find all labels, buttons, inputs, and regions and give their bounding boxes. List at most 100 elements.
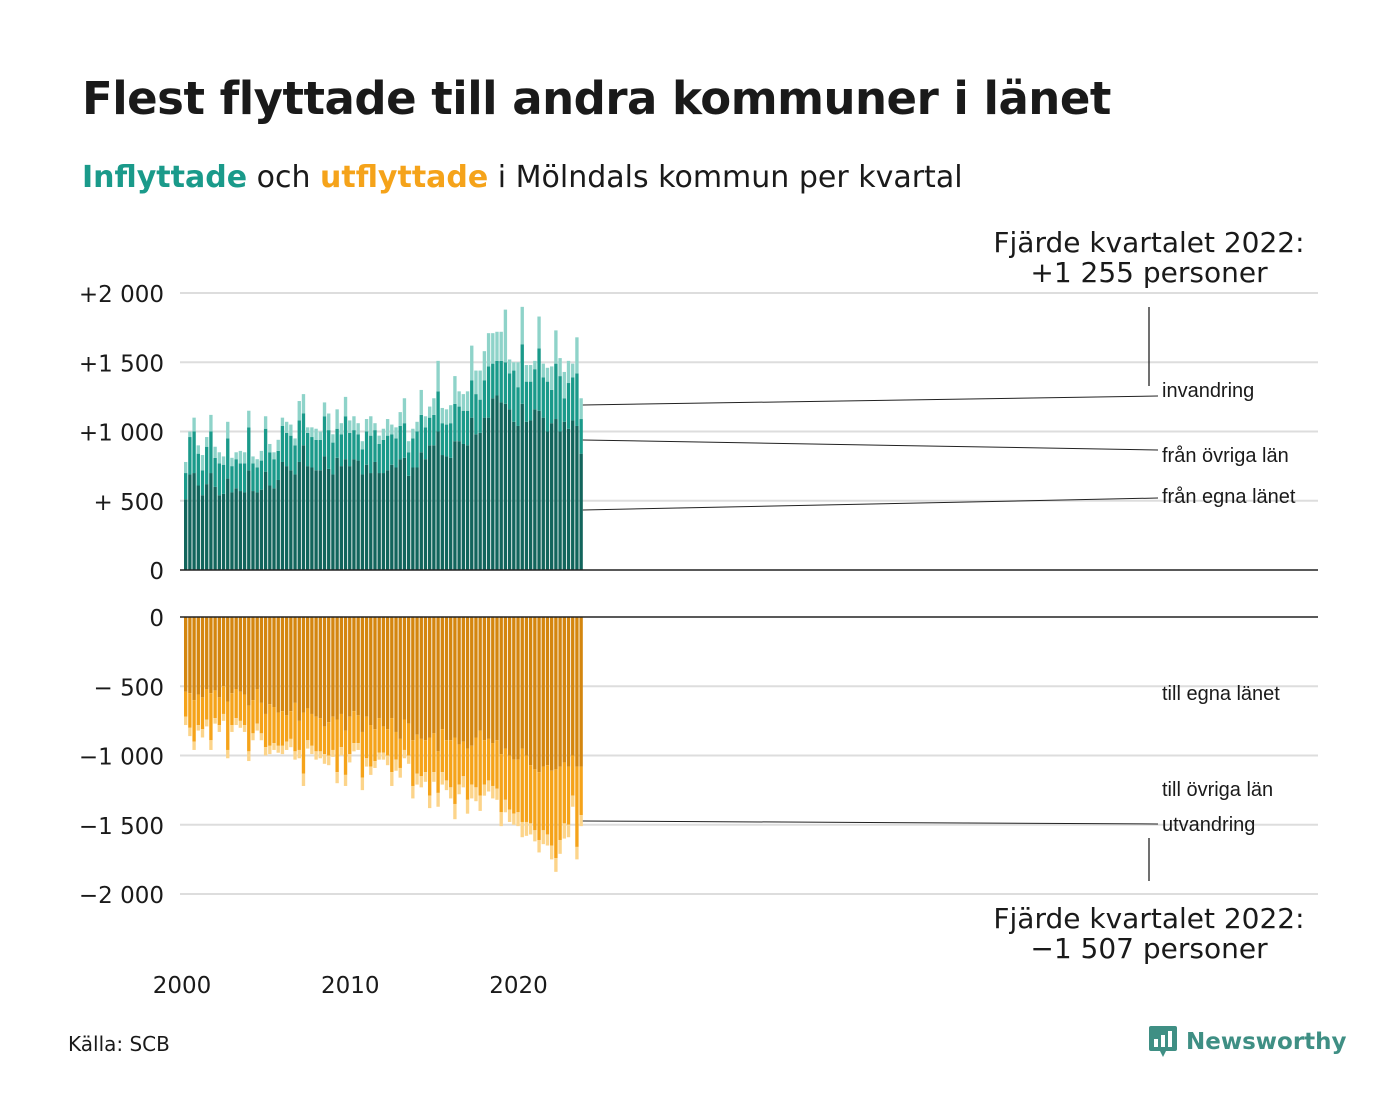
bar-out-2: [537, 772, 541, 840]
bar-out-3: [327, 755, 331, 766]
bar-out-1: [436, 617, 440, 752]
bar-out-1: [318, 617, 322, 719]
y-tick-label-bottom: 0: [149, 606, 164, 632]
bar-in-3: [226, 421, 230, 439]
bar-out-1: [221, 617, 226, 687]
bar-in-2: [272, 459, 276, 489]
bar-out-3: [230, 725, 234, 732]
bar-in-2: [524, 381, 529, 422]
bar-out-2: [507, 755, 512, 810]
bar-out-1: [306, 617, 310, 709]
bar-in-3: [284, 421, 289, 433]
bar-in-3: [470, 345, 474, 381]
bar-out-1: [377, 617, 381, 719]
bar-out-1: [373, 617, 377, 730]
bar-in-3: [499, 331, 503, 361]
bar-out-2: [381, 726, 386, 753]
bar-out-2: [301, 712, 306, 774]
bar-in-3: [356, 423, 360, 435]
bar-in-1: [390, 464, 394, 570]
bar-in-2: [545, 381, 550, 432]
bar-out-3: [255, 723, 259, 731]
bar-out-1: [545, 617, 550, 766]
bar-in-1: [533, 409, 537, 570]
bar-in-3: [280, 417, 285, 426]
bar-in-2: [339, 434, 344, 467]
bar-in-2: [217, 463, 222, 496]
bar-out-2: [217, 697, 222, 726]
bar-out-1: [310, 617, 314, 714]
bar-out-2: [263, 713, 268, 748]
bar-out-1: [486, 617, 491, 739]
bar-in-3: [411, 428, 415, 439]
bar-out-1: [503, 617, 508, 749]
bar-in-2: [385, 435, 390, 471]
bar-in-3: [503, 309, 508, 363]
bar-out-3: [293, 751, 297, 760]
bar-in-1: [482, 417, 487, 570]
bar-in-1: [440, 455, 444, 570]
bar-in-3: [184, 461, 188, 474]
bar-out-1: [339, 617, 344, 714]
bar-out-3: [398, 767, 402, 778]
bar-out-1: [209, 617, 213, 694]
bar-out-3: [550, 845, 554, 860]
bar-in-1: [566, 428, 571, 570]
bar-in-1: [272, 488, 276, 570]
bar-out-3: [579, 815, 583, 827]
bar-in-1: [284, 466, 289, 570]
bar-in-3: [234, 452, 238, 460]
bar-in-1: [255, 492, 259, 570]
bar-out-3: [444, 780, 449, 791]
bar-in-2: [571, 377, 575, 421]
y-tick-label-top: +1 500: [79, 351, 164, 377]
bar-in-2: [247, 427, 251, 471]
bar-out-3: [486, 780, 491, 792]
bar-out-3: [188, 727, 192, 737]
bar-in-2: [306, 432, 310, 467]
bar-out-1: [457, 617, 461, 745]
bar-in-1: [373, 461, 377, 570]
bar-in-2: [419, 414, 423, 453]
bar-in-3: [520, 306, 524, 345]
bar-out-2: [230, 693, 234, 726]
newsworthy-logo: Newsworthy: [1148, 1022, 1347, 1062]
bar-out-1: [360, 617, 365, 732]
bar-in-3: [419, 389, 423, 415]
bar-in-2: [259, 460, 264, 490]
bar-out-3: [343, 774, 348, 786]
bar-in-1: [537, 410, 541, 570]
bar-out-3: [377, 752, 381, 760]
bar-out-3: [272, 743, 276, 750]
bar-in-3: [272, 452, 276, 460]
bar-out-3: [520, 821, 524, 838]
bar-out-1: [398, 617, 402, 739]
bar-out-2: [331, 716, 335, 750]
bar-out-3: [209, 740, 213, 750]
subtitle-utflyttade: utflyttade: [320, 160, 489, 195]
bar-in-1: [415, 467, 419, 570]
bar-in-3: [259, 450, 264, 461]
bar-in-1: [293, 474, 297, 570]
bar-in-3: [486, 333, 491, 367]
bar-out-1: [213, 617, 217, 691]
bar-out-1: [381, 617, 386, 727]
bar-in-3: [327, 413, 331, 431]
bar-in-1: [196, 485, 200, 570]
bar-in-2: [554, 363, 558, 420]
bar-out-3: [280, 745, 285, 755]
bar-in-2: [381, 439, 386, 474]
bar-out-2: [209, 693, 213, 741]
bar-in-3: [432, 398, 436, 415]
bar-out-1: [327, 617, 331, 723]
bar-in-1: [238, 491, 243, 570]
bar-in-3: [213, 446, 217, 458]
bar-out-2: [394, 731, 398, 760]
bar-out-1: [449, 617, 453, 741]
bar-out-3: [453, 803, 457, 820]
bar-out-2: [255, 689, 259, 724]
bar-in-1: [306, 466, 310, 570]
bar-out-3: [318, 751, 322, 759]
bar-out-1: [390, 617, 394, 719]
bar-in-2: [364, 431, 369, 465]
